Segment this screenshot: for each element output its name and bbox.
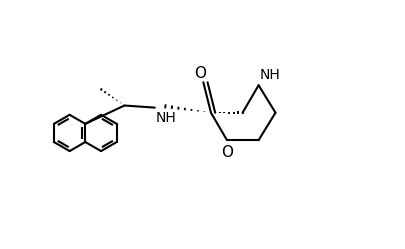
Text: NH: NH [260,68,281,82]
Text: NH: NH [156,111,177,124]
Text: O: O [221,145,233,160]
Text: O: O [194,66,206,81]
